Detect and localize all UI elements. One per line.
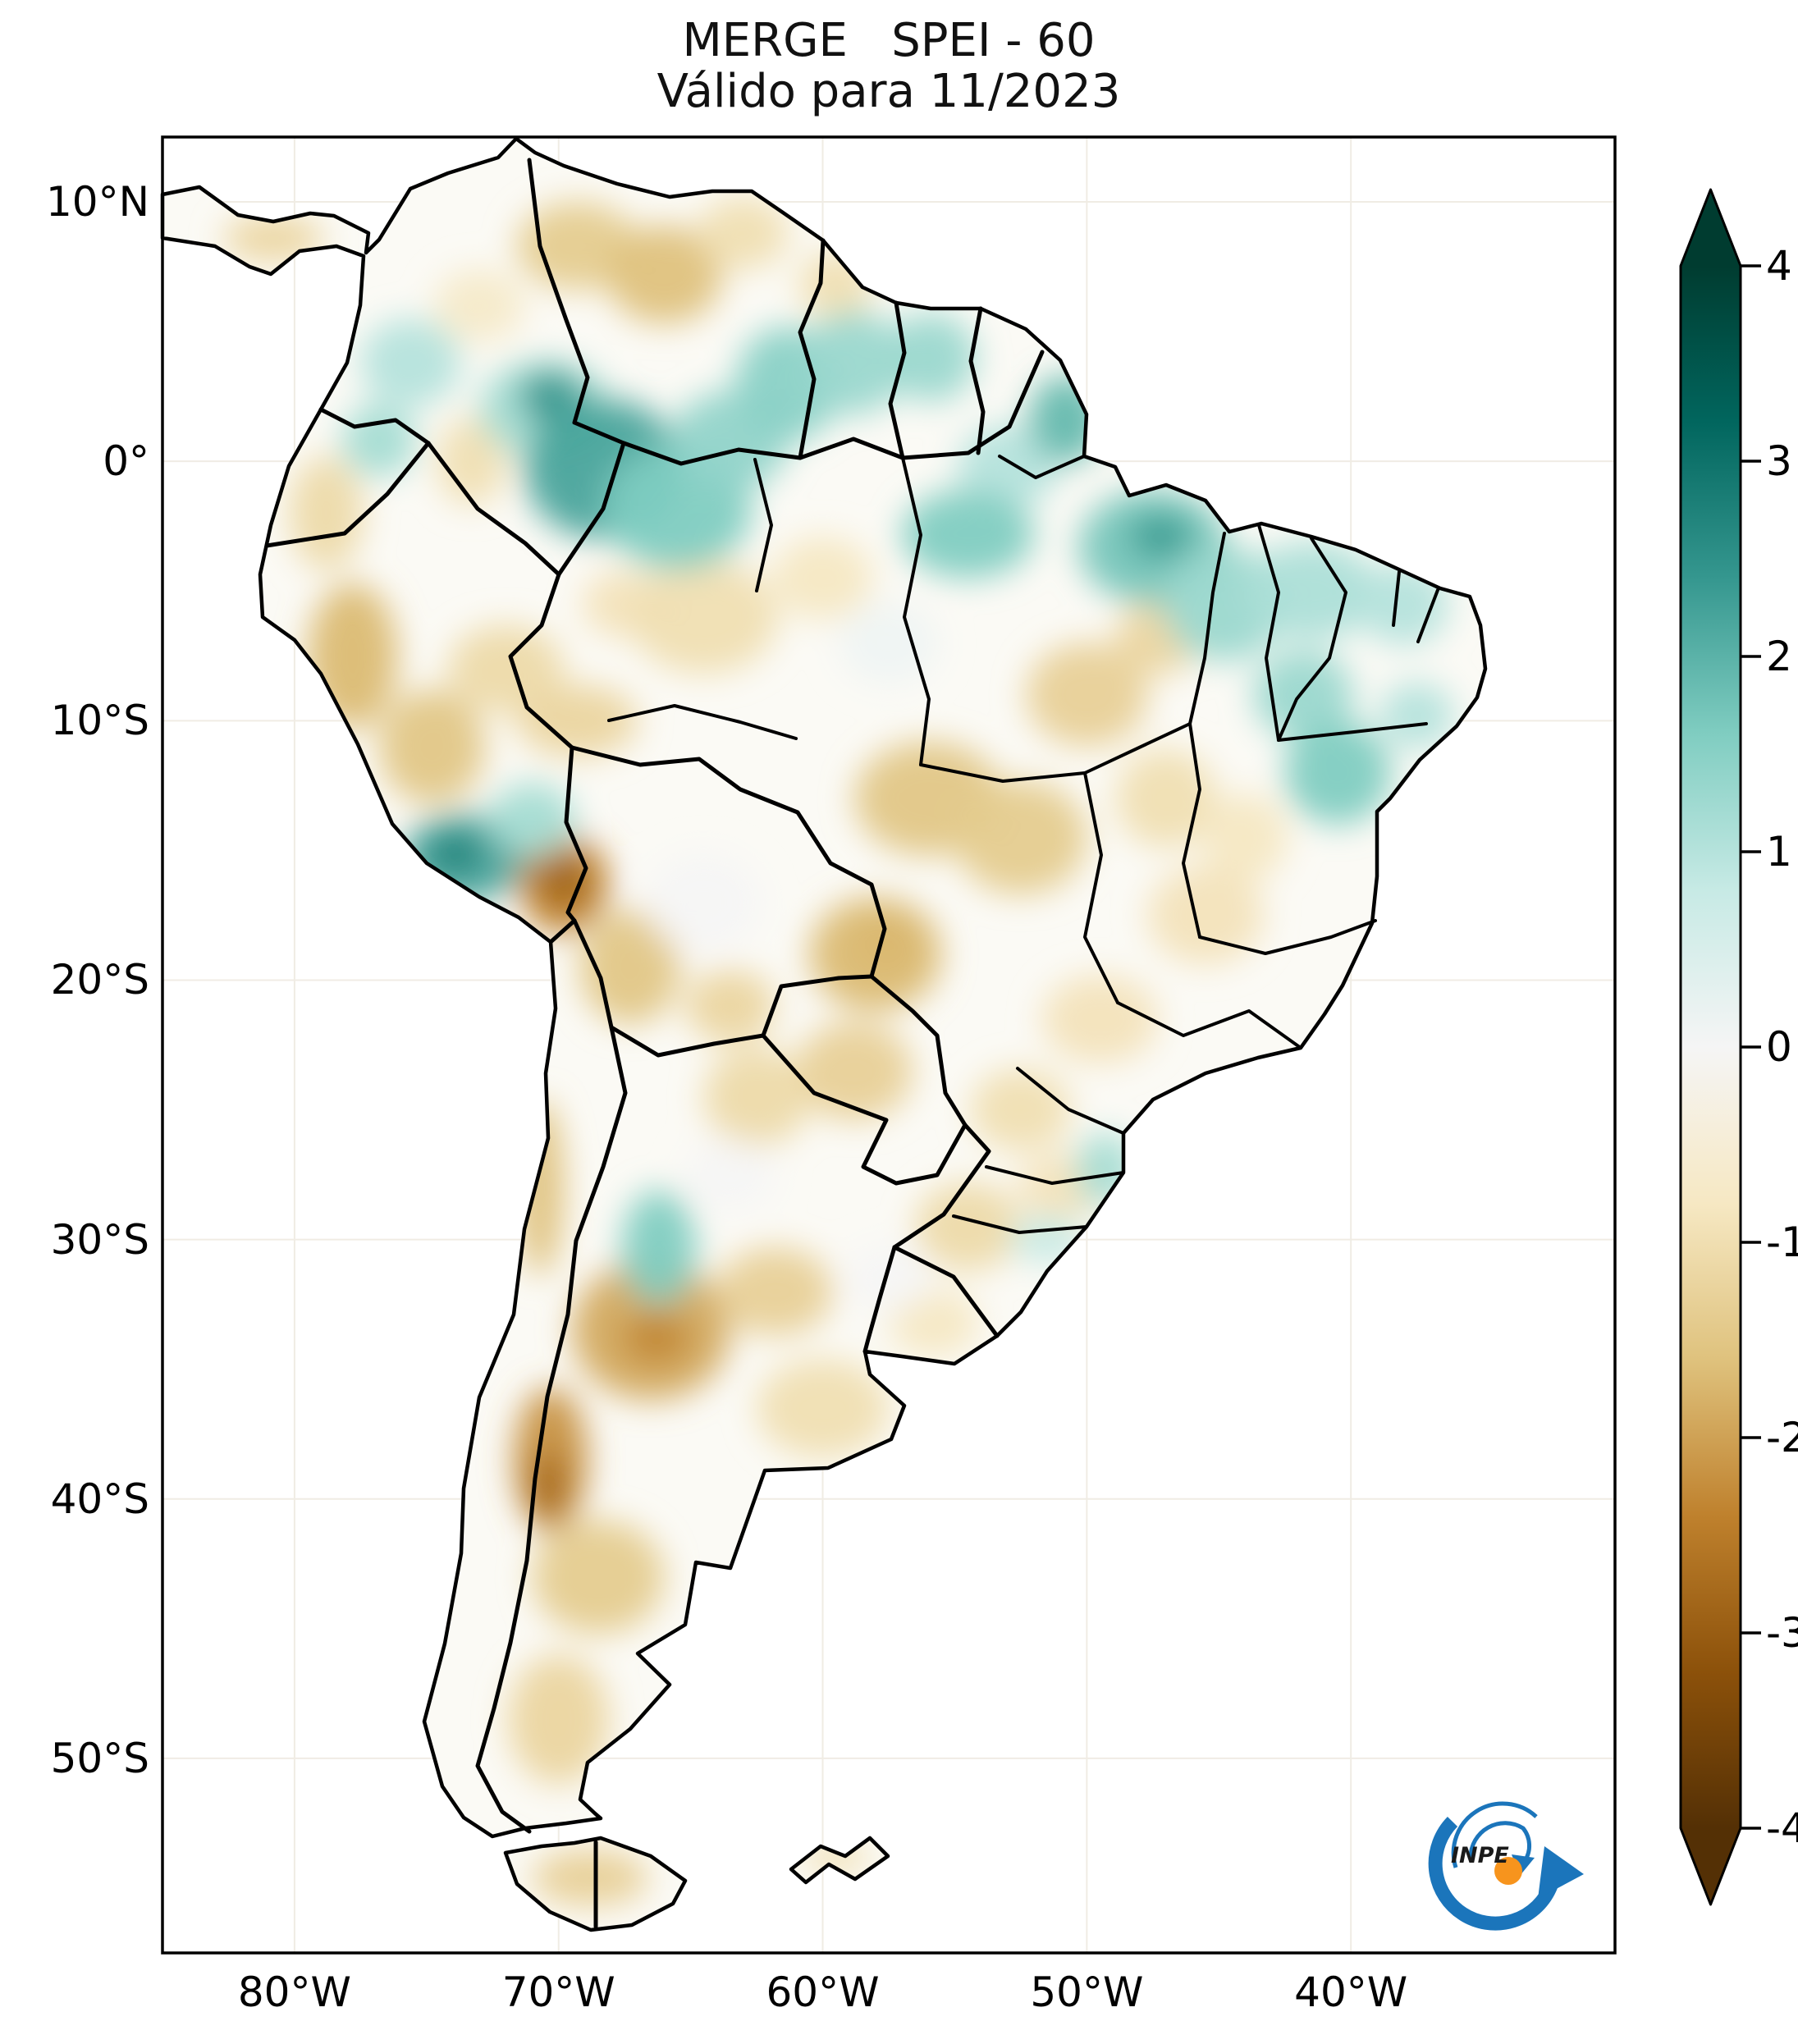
- colorbar-tick-label: 2: [1766, 633, 1792, 680]
- colorbar: [1679, 188, 1761, 1906]
- inpe-logo-orbit2-icon: [1468, 1821, 1532, 1863]
- colorbar-tick-label: -3: [1766, 1609, 1798, 1657]
- anomaly-patch: [1379, 681, 1454, 750]
- anomaly-patch: [838, 601, 940, 685]
- y-axis-tick-label: 0°: [103, 437, 149, 486]
- colorbar-tick-label: -2: [1766, 1414, 1798, 1461]
- anomaly-patch: [606, 225, 723, 324]
- colorbar-gradient: [1681, 266, 1741, 1828]
- anomaly-patch: [804, 310, 905, 415]
- anomaly-patch: [1028, 375, 1103, 464]
- colorbar-tick-label: 3: [1766, 437, 1792, 485]
- anomaly-patch: [1253, 651, 1354, 739]
- anomaly-patch: [308, 583, 398, 729]
- x-axis-tick-label: 70°W: [501, 1969, 615, 2016]
- colorbar-tick-label: 0: [1766, 1023, 1792, 1071]
- anomaly-patch: [516, 684, 638, 757]
- anomaly-patch: [289, 455, 364, 571]
- anomaly-patch: [685, 1138, 775, 1211]
- anomaly-patch: [796, 1022, 913, 1121]
- state-borders: [607, 455, 1439, 1234]
- anomaly-patch: [629, 560, 778, 674]
- inpe-logo-orbit-icon: [1451, 1801, 1538, 1868]
- colorbar-tick-label: 1: [1766, 828, 1792, 876]
- colorbar-ticks: [1741, 264, 1761, 1830]
- x-axis-tick-label: 50°W: [1030, 1969, 1144, 2016]
- anomaly-patch: [716, 1247, 834, 1336]
- anomaly-patch: [360, 318, 461, 407]
- anomaly-patch: [846, 1244, 931, 1313]
- inpe-logo-arrow-icon: [1538, 1846, 1584, 1899]
- anomaly-patch: [809, 897, 942, 1012]
- anomaly-patch: [1358, 562, 1449, 646]
- anomaly-patch: [1203, 793, 1288, 882]
- anomaly-patch: [508, 1654, 609, 1785]
- anomaly-patch: [529, 1452, 567, 1520]
- anomaly-patch: [429, 835, 483, 871]
- coastline: [160, 136, 1488, 1932]
- inpe-logo-orbit-arrowhead-icon: [1512, 1854, 1535, 1876]
- anomaly-patch: [685, 969, 775, 1043]
- anomaly-patch: [698, 196, 789, 270]
- anomaly-patch: [434, 269, 524, 342]
- anomaly-patch: [915, 1182, 1021, 1271]
- inpe-logo-swoosh-icon: [1428, 1817, 1558, 1931]
- inpe-logo-text: INPE: [1451, 1843, 1509, 1868]
- anomaly-patch: [532, 1849, 649, 1907]
- anomaly-patch: [1128, 513, 1193, 560]
- anomaly-patch: [1041, 975, 1159, 1063]
- anomaly-patch: [621, 1190, 697, 1305]
- anomaly-patch: [1076, 1132, 1135, 1206]
- anomaly-patch: [1284, 720, 1391, 825]
- inpe-logo-sun-icon: [1494, 1857, 1522, 1885]
- anomaly-patch: [1115, 749, 1216, 848]
- y-axis-tick-label: 40°S: [50, 1475, 149, 1523]
- plot-frame: [161, 135, 1617, 1955]
- anomaly-patch: [902, 490, 1034, 578]
- anomaly-patch: [1147, 866, 1264, 965]
- colorbar-arrow-top: [1681, 190, 1741, 266]
- anomaly-patch: [970, 1068, 1071, 1152]
- anomaly-patch: [772, 536, 873, 620]
- anomaly-patch: [490, 783, 574, 856]
- anomaly-patch: [532, 1520, 665, 1635]
- anomaly-patch: [954, 780, 1087, 895]
- x-axis-tick-label: 60°W: [766, 1969, 880, 2016]
- anomaly-patch: [757, 1359, 889, 1458]
- y-axis-tick-label: 10°N: [45, 178, 149, 226]
- colorbar-arrow-bottom: [1681, 1828, 1741, 1905]
- anomaly-patch: [341, 404, 416, 478]
- x-axis-tick-label: 40°W: [1294, 1969, 1408, 2016]
- anomaly-patch: [1245, 542, 1378, 641]
- y-axis-tick-label: 50°S: [50, 1734, 149, 1782]
- anomaly-patch: [378, 689, 485, 804]
- anomaly-patch: [885, 313, 977, 402]
- inpe-logo: INPE: [1428, 1801, 1584, 1931]
- y-axis-tick-label: 30°S: [50, 1215, 149, 1264]
- y-axis-tick-label: 10°S: [50, 697, 149, 745]
- y-axis-tick-label: 20°S: [50, 956, 149, 1004]
- country-borders: [264, 158, 1045, 1929]
- anomaly-patch: [447, 624, 565, 713]
- colorbar-tick-label: -1: [1766, 1219, 1798, 1266]
- anomaly-patch: [1026, 642, 1148, 747]
- anomaly-patch: [437, 417, 506, 505]
- chart-title: MERGE SPEI - 60: [682, 14, 1096, 67]
- chart-subtitle: Válido para 11/2023: [657, 65, 1121, 118]
- colorbar-tick-label: 4: [1766, 242, 1792, 290]
- x-axis-tick-label: 80°W: [237, 1969, 351, 2016]
- colorbar-tick-label: -4: [1766, 1804, 1798, 1852]
- anomaly-patch: [703, 1047, 810, 1146]
- anomaly-patch: [622, 1312, 691, 1365]
- anomaly-patch: [645, 853, 762, 952]
